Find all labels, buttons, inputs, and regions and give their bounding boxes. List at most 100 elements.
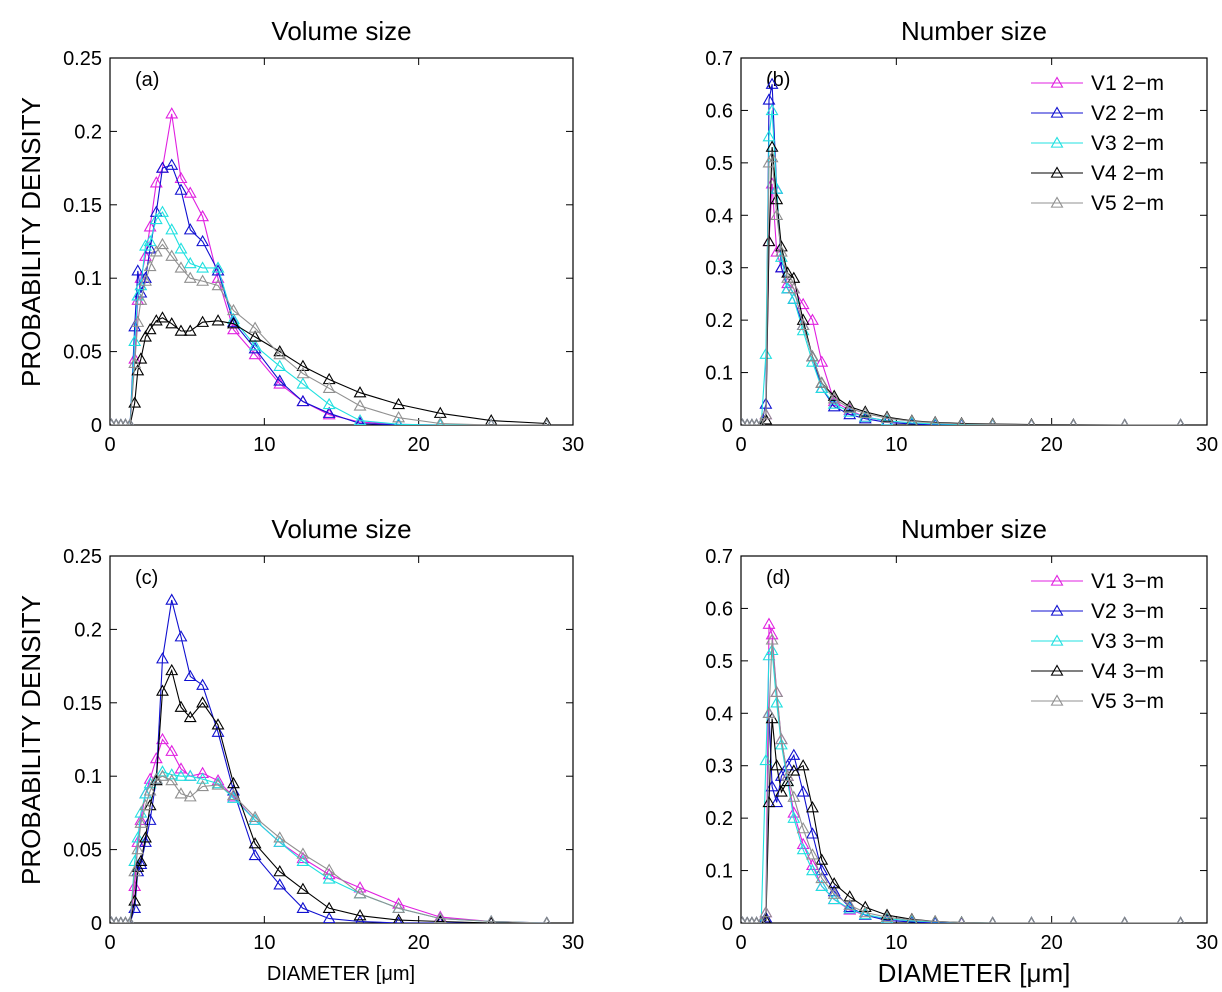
data-point	[392, 411, 406, 423]
y-tick-label: 0.2	[705, 808, 733, 830]
data-point	[542, 916, 551, 923]
data-point	[183, 256, 197, 269]
x-tick-label: 10	[253, 932, 275, 954]
data-point	[988, 916, 997, 923]
data-point	[843, 401, 857, 413]
data-point	[211, 278, 225, 291]
data-point	[248, 810, 262, 822]
y-axis-label-bottom: PROBABILITY DENSITY	[16, 595, 46, 885]
data-point	[1069, 916, 1078, 923]
data-point	[149, 751, 163, 764]
data-point	[296, 377, 310, 389]
data-point	[487, 916, 495, 923]
chart-title: Number size	[901, 16, 1047, 46]
data-point	[143, 813, 157, 825]
data-point	[296, 901, 310, 913]
data-point	[134, 352, 148, 364]
data-point	[211, 314, 225, 326]
y-tick-label: 0.15	[63, 693, 102, 715]
data-point	[196, 261, 210, 273]
data-point	[183, 271, 197, 283]
y-tick-label: 0.7	[705, 546, 733, 568]
data-point	[183, 186, 197, 198]
data-point	[248, 321, 262, 333]
data-point	[211, 718, 225, 730]
data-point	[196, 209, 210, 222]
data-point	[174, 787, 188, 799]
y-tick-label: 0.4	[705, 703, 733, 725]
data-point	[957, 915, 966, 923]
data-point	[143, 242, 157, 254]
data-point	[542, 916, 551, 923]
legend-marker	[1050, 196, 1064, 208]
data-point	[1176, 418, 1185, 425]
data-point	[1120, 916, 1129, 923]
data-point	[762, 617, 776, 629]
data-point	[296, 882, 310, 894]
data-point	[1069, 916, 1078, 923]
series-group	[110, 107, 552, 425]
y-tick-label: 0	[91, 913, 102, 935]
data-point	[988, 417, 997, 425]
y-tick-label: 0.3	[705, 756, 733, 778]
series-line-5	[111, 775, 547, 923]
data-point	[273, 347, 287, 360]
data-point	[110, 418, 116, 425]
data-point	[843, 407, 857, 420]
data-point	[110, 916, 116, 923]
data-point	[353, 386, 367, 398]
data-point	[112, 418, 120, 425]
data-point	[183, 710, 197, 723]
data-point	[1176, 418, 1185, 425]
data-point	[880, 411, 894, 423]
series-line-5	[111, 243, 547, 425]
data-point	[787, 764, 801, 776]
data-point	[880, 910, 894, 922]
data-point	[353, 887, 367, 899]
data-point	[248, 848, 262, 861]
data-point	[392, 901, 406, 913]
chart-title: Volume size	[271, 16, 411, 46]
data-point	[1120, 418, 1129, 425]
data-point	[156, 652, 169, 664]
data-point	[1176, 916, 1185, 923]
data-point	[131, 842, 145, 855]
data-point	[196, 678, 210, 690]
data-point	[394, 916, 403, 923]
data-point	[796, 842, 810, 855]
data-point	[1176, 916, 1185, 923]
data-point	[131, 364, 145, 376]
data-point	[296, 854, 310, 867]
y-tick-label: 0.25	[63, 48, 102, 70]
y-tick-label: 0.7	[705, 48, 733, 70]
data-point	[796, 822, 810, 834]
y-tick-label: 0.2	[74, 619, 102, 641]
x-tick-label: 30	[562, 434, 584, 456]
data-point	[117, 418, 125, 425]
data-point	[757, 418, 765, 425]
data-point	[196, 766, 210, 778]
data-point	[906, 913, 918, 923]
data-point	[139, 274, 152, 286]
data-point	[1069, 916, 1078, 923]
data-point	[1176, 916, 1185, 923]
x-tick-label: 20	[1041, 932, 1063, 954]
data-point	[858, 406, 872, 419]
data-point	[781, 282, 795, 294]
y-tick-label: 0.05	[63, 342, 102, 364]
data-point	[796, 785, 810, 797]
data-point	[131, 264, 145, 276]
y-tick-label: 0	[722, 415, 733, 437]
data-point	[827, 887, 841, 899]
data-point	[273, 865, 287, 877]
series-line-4	[742, 718, 1181, 923]
data-point	[759, 905, 773, 918]
data-point	[211, 778, 225, 790]
x-tick-label: 10	[885, 434, 907, 456]
data-point	[322, 381, 336, 393]
series-line-4	[742, 147, 1181, 425]
data-point	[1120, 916, 1129, 923]
data-point	[542, 418, 551, 425]
panel-b: Number size 0 10 20 30 0 0.1 0.2 0.3 0.4 0.5 0.6 0.7…	[705, 16, 1218, 456]
data-point	[211, 261, 225, 273]
